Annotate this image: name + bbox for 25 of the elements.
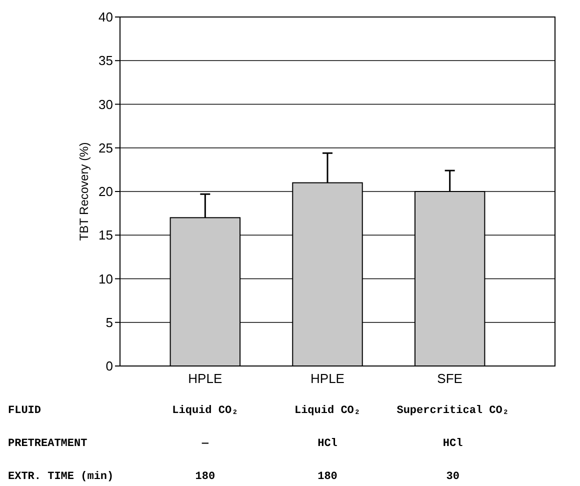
text: EXTR. TIME (min) [8, 471, 114, 483]
text: HCl [318, 438, 338, 450]
text: Liquid CO₂ [172, 405, 238, 417]
y-axis-title: TBT Recovery (%) [77, 142, 91, 241]
y-tick-label: 15 [98, 228, 113, 243]
y-tick-label: 20 [98, 184, 113, 200]
text: 180 [195, 471, 216, 483]
text: 180 [318, 471, 338, 483]
x-tick-label: HPLE [310, 371, 345, 386]
y-tick-label: 25 [98, 140, 113, 156]
text: PRETREATMENT [8, 438, 88, 450]
text: — [200, 438, 209, 450]
x-tick-label: HPLE [188, 371, 222, 386]
text: HCl [442, 438, 464, 450]
y-tick-label: 35 [98, 53, 113, 68]
x-tick-label: SFE [437, 371, 463, 386]
text: Liquid CO₂ [294, 405, 361, 417]
y-tick-label: 10 [98, 271, 113, 286]
y-tick-label: 5 [106, 314, 113, 330]
y-tick-label: 0 [106, 358, 113, 374]
text: Supercritical CO₂ [396, 405, 509, 417]
text: FLUID [8, 405, 42, 417]
y-tick-label: 40 [98, 10, 113, 25]
y-tick-label: 30 [98, 96, 113, 112]
text: 30 [446, 471, 460, 483]
